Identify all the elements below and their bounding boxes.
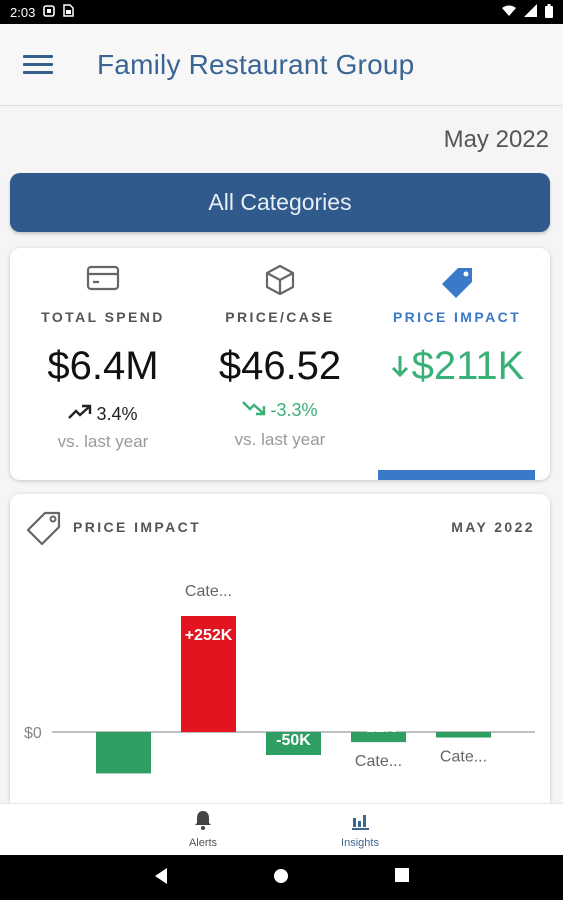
- kpi-subtext: vs. last year: [234, 430, 326, 449]
- credit-card-icon: [13, 264, 193, 292]
- bar-value-label: -12K: [446, 715, 481, 732]
- trend-up-icon: [68, 404, 92, 425]
- price-tag-icon: [367, 264, 547, 300]
- kpi-change-value: 3.4%: [96, 404, 138, 424]
- kpi-change-value: -3.3%: [270, 400, 318, 420]
- bar-category-label: Cate...: [440, 749, 487, 766]
- kpi-subtext: vs. last year: [57, 432, 149, 451]
- kpi-total-spend[interactable]: TOTAL SPEND $6.4M 3.4% vs. last year: [13, 248, 193, 480]
- bar: [266, 732, 321, 756]
- kpi-label: PRICE IMPACT: [392, 309, 522, 325]
- home-icon[interactable]: [272, 867, 290, 890]
- bottom-navigation: Alerts Insights: [0, 803, 563, 855]
- period-label: May 2022: [443, 126, 549, 153]
- kpi-value: $211K: [367, 344, 547, 389]
- bar-chart: $0 +252K Cate... -50K -22K Cate... -12K Cate...: [24, 583, 535, 774]
- kpi-change: -3.3%: [190, 400, 370, 421]
- app-bar: Family Restaurant Group: [0, 24, 563, 106]
- trend-down-icon: [242, 400, 266, 421]
- nav-insights[interactable]: Insights: [310, 810, 410, 849]
- arrow-down-icon: [390, 344, 410, 389]
- bar: [96, 732, 151, 774]
- signal-icon: [524, 4, 537, 20]
- bar-value-label: -22K: [361, 719, 396, 736]
- nav-alerts[interactable]: Alerts: [153, 810, 253, 849]
- nav-alerts-label: Alerts: [188, 837, 218, 849]
- status-time: 2:03: [10, 4, 36, 20]
- wifi-icon: [502, 5, 516, 20]
- price-impact-chart-card: PRICE IMPACT MAY 2022 $0 +252K Cate... -50K…: [10, 494, 550, 834]
- category-selector-button[interactable]: All Categories: [10, 173, 550, 232]
- kpi-value: $46.52: [218, 344, 342, 388]
- kpi-price-case[interactable]: PRICE/CASE $46.52 -3.3% vs. last year: [190, 248, 370, 480]
- kpi-label: PRICE/CASE: [225, 309, 335, 325]
- recents-icon[interactable]: [394, 867, 410, 888]
- bar-value-label: +252K: [185, 627, 233, 644]
- status-bar: 2:03: [0, 0, 563, 24]
- menu-button[interactable]: [23, 45, 63, 85]
- bar-category-label: Cate...: [185, 583, 232, 600]
- kpi-price-impact[interactable]: PRICE IMPACT $211K: [367, 248, 547, 480]
- bar: [351, 732, 406, 743]
- chart-period: MAY 2022: [451, 519, 535, 535]
- bar-value-label: -50K: [276, 732, 311, 749]
- y-zero-label: $0: [24, 725, 42, 742]
- app-title: Family Restaurant Group: [97, 48, 415, 80]
- kpi-label: TOTAL SPEND: [41, 309, 165, 325]
- tag-icon: [24, 508, 64, 551]
- bar: [181, 616, 236, 732]
- bell-icon: [194, 811, 212, 834]
- kpi-change: 3.4%: [13, 404, 193, 425]
- chart-title: PRICE IMPACT: [73, 519, 202, 535]
- kpi-value-text: $211K: [411, 344, 525, 388]
- active-tab-indicator: [378, 470, 535, 480]
- bar-category-label: Cate...: [355, 753, 402, 770]
- notification-icon: [43, 4, 56, 20]
- kpi-value: $6.4M: [47, 344, 159, 388]
- battery-icon: [545, 3, 553, 21]
- system-navigation-bar: [0, 855, 563, 900]
- sim-icon: [63, 4, 75, 20]
- nav-insights-label: Insights: [341, 837, 379, 849]
- bar: [436, 732, 491, 738]
- kpi-card: TOTAL SPEND $6.4M 3.4% vs. last year PRI…: [10, 248, 550, 480]
- back-icon[interactable]: [153, 867, 169, 890]
- box-icon: [190, 264, 370, 296]
- bar-chart-icon: [350, 815, 370, 834]
